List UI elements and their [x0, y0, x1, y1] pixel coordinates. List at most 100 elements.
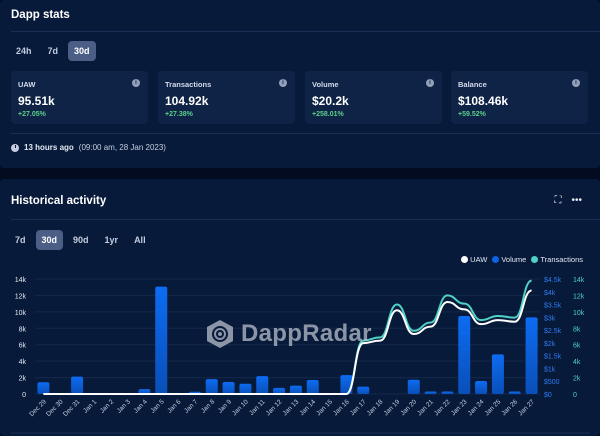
last-updated: 13 hours ago (09:00 am, 28 Jan 2023): [11, 143, 166, 152]
x-axis-tick: Jan 10: [231, 398, 250, 417]
x-axis-tick: Jan 25: [484, 398, 503, 417]
x-axis-tick: Jan 1: [82, 398, 98, 414]
stat-change: +59.52%: [458, 111, 486, 118]
tab-30d[interactable]: 30d: [68, 41, 96, 61]
tab-7d[interactable]: 7d: [15, 235, 26, 245]
tab-90d[interactable]: 90d: [73, 235, 89, 245]
volume-bar: [424, 391, 437, 394]
volume-axis-tick: $3k: [544, 315, 556, 322]
x-axis-tick: Jan 2: [99, 398, 115, 414]
tab-30d[interactable]: 30d: [35, 230, 64, 250]
more-options-icon[interactable]: •••: [571, 195, 582, 206]
dapp-stats-panel: Dapp stats 24h 7d 30d UAW i 95.51k +27.0…: [0, 0, 600, 168]
x-axis-tick: Jan 8: [200, 398, 216, 414]
transactions-axis-tick: 4k: [573, 359, 581, 366]
legend-transactions[interactable]: Transactions: [531, 255, 583, 264]
x-axis-tick: Jan 7: [183, 398, 199, 414]
volume-axis-tick: $3.5k: [544, 303, 562, 310]
stat-card-volume: Volume i $20.2k +258.01%: [305, 71, 442, 124]
volume-bar: [458, 316, 471, 394]
tab-1yr[interactable]: 1yr: [104, 235, 119, 245]
volume-bar: [273, 387, 286, 394]
volume-bar: [71, 376, 84, 394]
volume-bar: [138, 389, 151, 394]
stat-value: $108.46k: [458, 94, 509, 108]
x-axis-tick: Dec 31: [62, 398, 82, 418]
x-axis-tick: Jan 4: [133, 398, 149, 414]
info-icon[interactable]: i: [572, 79, 580, 87]
stat-card-transactions: Transactions i 104.92k +27.38%: [158, 71, 295, 124]
volume-bar: [239, 383, 252, 394]
x-axis-tick: Jan 18: [366, 398, 385, 417]
tab-all[interactable]: All: [134, 235, 146, 245]
stat-card-uaw: UAW i 95.51k +27.05%: [11, 71, 148, 124]
volume-bar: [441, 391, 454, 394]
stat-label: Transactions: [165, 80, 212, 89]
left-axis-tick: 2k: [19, 376, 27, 383]
x-axis-tick: Jan 5: [149, 398, 165, 414]
transactions-axis-tick: 0: [573, 392, 577, 399]
x-axis-tick: Jan 6: [166, 398, 182, 414]
volume-bar: [525, 317, 538, 394]
legend-uaw[interactable]: UAW: [461, 255, 487, 264]
volume-axis-tick: $1k: [544, 366, 556, 373]
volume-bar: [475, 380, 488, 394]
transactions-axis-tick: 14k: [573, 277, 585, 284]
stat-value: $20.2k: [312, 94, 349, 108]
uaw-line: [43, 289, 532, 395]
volume-axis-tick: $2k: [544, 341, 556, 348]
x-axis-tick: Dec 29: [28, 398, 48, 418]
divider: [11, 31, 600, 32]
volume-bar: [256, 376, 269, 394]
volume-bar: [306, 379, 319, 394]
x-axis-tick: Jan 11: [248, 398, 267, 417]
left-axis-tick: 10k: [15, 310, 27, 317]
dappradar-watermark: DappRadar: [205, 319, 372, 349]
x-axis-tick: Jan 21: [416, 398, 435, 417]
volume-bar: [289, 385, 302, 394]
x-axis-tick: Jan 26: [500, 398, 519, 417]
stat-card-balance: Balance i $108.46k +59.52%: [451, 71, 588, 124]
stat-label: Volume: [312, 80, 339, 89]
transactions-axis-tick: 6k: [573, 343, 581, 350]
transactions-axis-tick: 8k: [573, 326, 581, 333]
tab-24h[interactable]: 24h: [16, 46, 32, 56]
tab-7d[interactable]: 7d: [47, 46, 59, 56]
x-axis-tick: Jan 15: [315, 398, 334, 417]
stat-label: Balance: [458, 80, 487, 89]
volume-bar: [37, 382, 50, 394]
x-axis-tick: Jan 27: [517, 398, 536, 417]
x-axis-tick: Jan 16: [332, 398, 351, 417]
volume-axis-tick: $4.5k: [544, 277, 562, 284]
updated-absolute: (09:00 am, 28 Jan 2023): [78, 143, 166, 152]
volume-bar: [491, 354, 504, 394]
left-axis-tick: 6k: [19, 343, 27, 350]
fullscreen-icon[interactable]: ⛶: [554, 195, 562, 206]
info-icon[interactable]: i: [279, 79, 287, 87]
dapp-stats-title: Dapp stats: [11, 9, 70, 21]
transactions-axis-tick: 10k: [573, 310, 585, 317]
info-icon[interactable]: i: [426, 79, 434, 87]
divider: [11, 219, 600, 220]
stat-value: 95.51k: [18, 94, 55, 108]
volume-bar: [357, 386, 370, 394]
volume-axis-tick: $4k: [544, 290, 556, 297]
divider: [11, 133, 600, 134]
stat-label: UAW: [18, 80, 36, 89]
info-icon[interactable]: i: [132, 79, 140, 87]
stat-change: +27.38%: [165, 111, 193, 118]
dappradar-logo-icon: [207, 320, 233, 348]
stat-change: +27.05%: [18, 111, 46, 118]
volume-axis-tick: $2.5k: [544, 328, 562, 335]
legend-volume[interactable]: Volume: [492, 255, 526, 264]
x-axis-tick: Jan 20: [399, 398, 418, 417]
left-axis-tick: 12k: [15, 293, 27, 300]
x-axis-tick: Dec 30: [45, 398, 65, 418]
x-axis-tick: Jan 22: [433, 398, 452, 417]
volume-bar: [155, 286, 168, 394]
transactions-axis-tick: 2k: [573, 376, 581, 383]
volume-bar: [407, 379, 420, 394]
volume-bar: [205, 379, 218, 394]
x-axis-tick: Jan 23: [450, 398, 469, 417]
volume-axis-tick: $0: [544, 392, 552, 399]
